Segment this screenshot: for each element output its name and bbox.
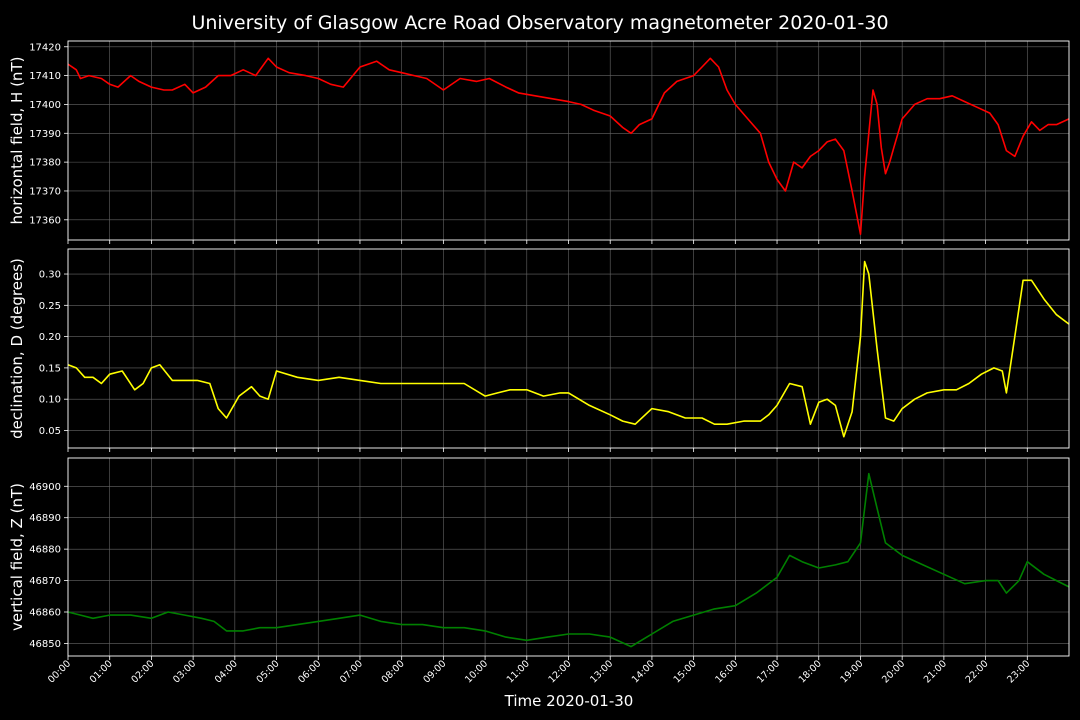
y-tick-label: 0.25	[39, 301, 61, 312]
y-axis-label: vertical field, Z (nT)	[8, 483, 26, 631]
chart-title: University of Glasgow Acre Road Observat…	[191, 12, 888, 34]
x-axis-label: Time 2020-01-30	[504, 692, 634, 710]
y-tick-label: 0.30	[39, 270, 61, 281]
y-tick-label: 0.20	[39, 332, 61, 343]
y-tick-label: 17400	[29, 100, 61, 111]
y-tick-label: 17390	[29, 129, 61, 140]
y-tick-label: 46890	[29, 513, 61, 524]
y-tick-label: 46900	[29, 482, 61, 493]
h-panel: 17360 17370 17380 17390 17400 17410 17420horiz…	[8, 40, 1070, 244]
y-tick-label: 0.05	[39, 426, 61, 437]
y-tick-label: 46850	[29, 639, 61, 650]
y-tick-label: 17380	[29, 158, 61, 169]
series-line	[67, 57, 1070, 235]
axes-frame	[67, 40, 1070, 241]
y-tick-label: 17410	[29, 71, 61, 82]
panels: 17360 17370 17380 17390 17400 17410 17420horiz…	[8, 40, 1070, 660]
axes-frame	[67, 248, 1070, 449]
y-tick-label: 0.10	[39, 395, 61, 406]
y-tick-label: 46880	[29, 545, 61, 556]
y-tick-label: 17420	[29, 42, 61, 53]
y-axis-label: declination, D (degrees)	[8, 258, 26, 439]
axes-frame	[67, 457, 1070, 657]
y-tick-label: 17360	[29, 215, 61, 226]
y-tick-label: 17370	[29, 186, 61, 197]
series-line	[67, 472, 1070, 648]
series-line	[67, 260, 1070, 438]
d-panel: 0.05 0.10 0.15 0.20 0.25 0.30 declination, D (…	[8, 248, 1070, 452]
y-tick-label: 0.15	[39, 363, 61, 374]
y-axis-label: horizontal field, H (nT)	[8, 57, 26, 225]
y-tick-label: 46870	[29, 576, 61, 587]
y-tick-label: 46860	[29, 608, 61, 619]
